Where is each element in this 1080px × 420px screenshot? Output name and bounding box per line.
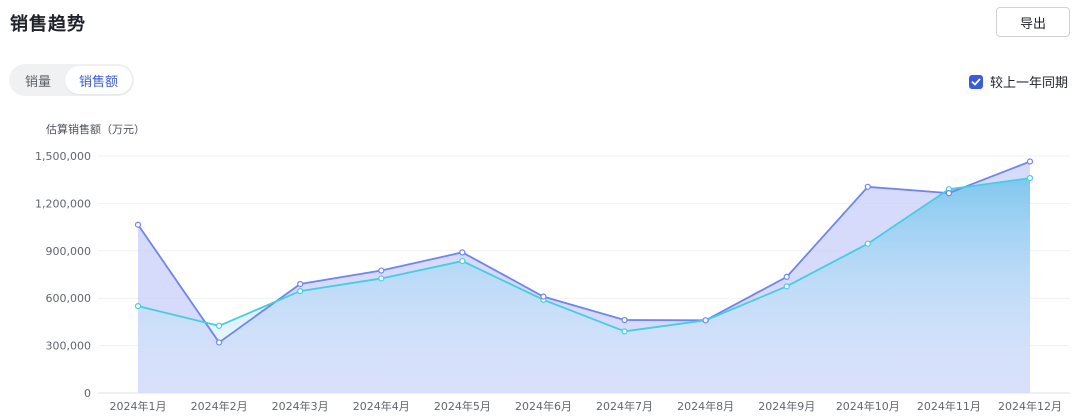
y-tick-label: 0	[84, 387, 91, 400]
previous-series-point	[783, 283, 790, 290]
y-axis-title: 估算销售额（万元）	[46, 123, 145, 136]
current-series-point	[540, 293, 547, 300]
previous-series-point	[459, 257, 466, 265]
toggle-volume[interactable]: 销量	[25, 74, 52, 90]
previous-series-point	[864, 240, 871, 247]
current-series-point	[783, 273, 790, 280]
x-tick-label: 2024年7月	[596, 399, 653, 413]
x-tick-label: 2024年8月	[677, 399, 734, 413]
previous-series-point	[215, 322, 223, 329]
compare-toggle[interactable]: 较上一年同期	[969, 72, 1068, 91]
y-tick-label: 300,000	[46, 340, 92, 353]
current-series-point	[134, 221, 142, 228]
current-series-point	[864, 183, 871, 190]
x-tick-label: 2024年3月	[272, 399, 329, 413]
current-series-line	[137, 160, 1031, 344]
y-tick-label: 1,500,000	[35, 150, 91, 163]
current-series-point	[459, 249, 466, 256]
y-tick-label: 1,200,000	[35, 197, 91, 210]
x-tick-label: 2024年12月	[998, 399, 1062, 413]
current-series-point	[702, 317, 709, 324]
current-series-point	[1026, 158, 1034, 165]
previous-series-area	[138, 178, 1030, 393]
x-tick-label: 2024年11月	[917, 399, 981, 413]
x-tick-label: 2024年4月	[353, 399, 410, 413]
metric-toggle: 销量 销售额	[9, 64, 135, 96]
page-title: 销售趋势	[10, 14, 86, 35]
x-tick-label: 2024年10月	[836, 399, 900, 413]
previous-series-point	[1026, 175, 1034, 182]
current-series-point	[297, 280, 304, 288]
compare-label: 较上一年同期	[990, 76, 1069, 91]
x-tick-label: 2024年9月	[758, 399, 815, 413]
x-tick-label: 2024年6月	[515, 399, 572, 413]
x-tick-label: 2024年1月	[110, 399, 167, 413]
previous-series-line	[137, 177, 1031, 333]
previous-series-point	[378, 275, 385, 282]
previous-series-point	[621, 328, 628, 335]
previous-series-point	[134, 303, 142, 310]
y-tick-label: 600,000	[46, 292, 92, 305]
current-series-point	[945, 190, 953, 197]
y-tick-label: 900,000	[46, 245, 92, 258]
x-tick-label: 2024年2月	[191, 399, 248, 413]
export-button[interactable]: 导出	[996, 7, 1070, 37]
toggle-revenue[interactable]: 销售额	[65, 66, 133, 94]
current-series-point	[215, 339, 223, 346]
x-tick-label: 2024年5月	[434, 399, 491, 413]
current-series-point	[621, 316, 628, 324]
previous-series-point	[297, 287, 304, 295]
current-series-point	[378, 267, 385, 274]
checkbox-checked-icon[interactable]	[969, 74, 983, 89]
